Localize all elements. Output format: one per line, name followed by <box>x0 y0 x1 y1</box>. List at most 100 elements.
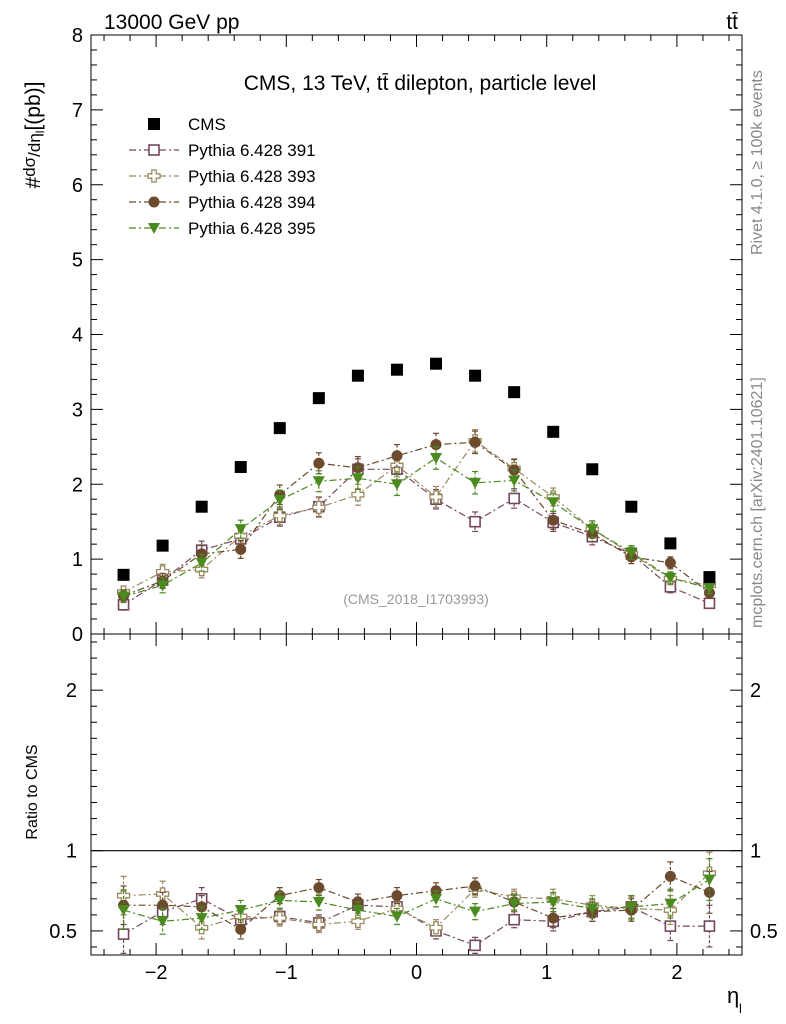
legend: CMS Pythia 6.428 391 Pythia 6.428 393 Pythi… <box>129 115 316 238</box>
ratio-y-tick-label: 0.5 <box>49 921 77 943</box>
process-label: tt̄ <box>726 11 738 34</box>
data-point <box>117 928 130 940</box>
analysis-tag: (CMS_2018_I1703993) <box>343 591 489 607</box>
data-point <box>469 436 481 448</box>
svg-text:#dσ/dηl[(pb)]: #dσ/dηl[(pb)] <box>20 82 47 189</box>
data-point <box>273 911 287 925</box>
ratio-y-tick-label: 2 <box>66 680 77 702</box>
axis-ticks: −2 −1 0 1 2 0 1 2 3 4 5 6 7 8 0.5 0.5 1 1 2 2 <box>49 25 778 984</box>
data-point <box>351 914 365 928</box>
series-line <box>123 879 710 922</box>
data-point <box>273 509 287 523</box>
y-tick-label: 7 <box>72 100 83 122</box>
y-tick-label: 0 <box>72 624 83 646</box>
data-point <box>429 490 443 504</box>
data-point <box>508 898 521 910</box>
x-tick-label: 1 <box>541 962 552 984</box>
series-line <box>123 439 710 593</box>
data-point <box>469 880 481 892</box>
data-point <box>273 422 286 435</box>
main-pythia-6-428-393 <box>116 428 717 599</box>
legend-item: Pythia 6.428 391 <box>129 141 316 160</box>
data-point <box>195 913 208 925</box>
data-point <box>273 494 286 506</box>
y-tick-label: 2 <box>72 474 83 496</box>
data-point <box>235 923 247 935</box>
mcplots-label: mcplots.cern.ch [arXiv:2401.10621] <box>749 377 766 628</box>
ratio-y-tick-label-right: 2 <box>750 680 761 702</box>
data-point <box>703 597 716 610</box>
legend-label: Pythia 6.428 394 <box>188 193 316 212</box>
legend-item: Pythia 6.428 393 <box>129 167 316 186</box>
data-point <box>312 500 326 515</box>
x-tick-label: −2 <box>145 962 168 984</box>
legend-label: Pythia 6.428 393 <box>188 167 316 186</box>
data-point <box>196 548 208 560</box>
data-point <box>235 543 247 555</box>
series-line <box>123 468 710 606</box>
y-tick-label: 8 <box>72 25 83 47</box>
data-point <box>351 905 364 917</box>
data-point <box>195 500 208 513</box>
ratio-series <box>116 851 717 954</box>
legend-label: CMS <box>188 115 226 134</box>
data-point <box>117 591 130 603</box>
data-point <box>508 913 520 926</box>
main-series <box>116 357 717 611</box>
data-point <box>703 920 716 932</box>
data-point <box>664 572 677 584</box>
x-axis-label: η l <box>727 983 742 1016</box>
x-tick-label: 2 <box>671 962 682 984</box>
rivet-version-label: Rivet 4.1.0, ≥ 100k events <box>749 70 766 255</box>
data-point <box>117 905 130 917</box>
data-point <box>547 497 560 509</box>
data-point <box>625 547 638 559</box>
data-point <box>469 515 481 528</box>
data-point <box>234 524 247 536</box>
ratio-y-tick-label: 1 <box>66 841 77 863</box>
data-point <box>312 476 325 488</box>
data-point <box>430 357 443 370</box>
y-tick-label: 5 <box>72 250 83 272</box>
data-point <box>312 917 326 932</box>
ratio-y-tick-label-right: 0.5 <box>750 921 778 943</box>
ratio-y-tick-label-right: 1 <box>750 841 761 863</box>
data-point <box>625 901 638 913</box>
data-point <box>508 475 521 487</box>
data-point <box>430 893 443 905</box>
legend-marker <box>147 169 161 183</box>
legend-marker <box>148 223 160 234</box>
data-point <box>586 463 599 476</box>
legend-label: Pythia 6.428 395 <box>188 219 316 238</box>
series-line <box>123 441 710 597</box>
data-point <box>469 906 482 918</box>
series-line <box>123 875 710 931</box>
data-point <box>195 557 208 569</box>
y-tick-label: 4 <box>72 325 83 347</box>
chart-title: CMS, 13 TeV, tt̄ dilepton, particle leve… <box>244 72 597 95</box>
data-point <box>586 903 599 915</box>
legend-item: Pythia 6.428 394 <box>129 193 316 212</box>
data-point <box>547 912 559 924</box>
data-point <box>312 897 325 909</box>
data-point <box>312 392 325 405</box>
data-point <box>429 921 443 935</box>
main-pythia-6-428-395 <box>117 446 716 604</box>
data-point <box>664 870 676 882</box>
series-line <box>123 872 710 929</box>
data-point <box>313 882 325 894</box>
y-tick-label: 6 <box>72 175 83 197</box>
legend-marker <box>148 144 160 156</box>
data-point <box>117 568 130 581</box>
data-point <box>469 369 482 382</box>
data-point <box>156 916 169 928</box>
main-cms <box>117 357 716 584</box>
data-point <box>391 450 403 462</box>
x-tick-label: −1 <box>275 962 298 984</box>
data-point <box>508 386 521 399</box>
data-point <box>234 905 247 917</box>
legend-item: CMS <box>148 115 226 134</box>
y-tick-label: 1 <box>72 549 83 571</box>
data-point <box>234 461 247 474</box>
